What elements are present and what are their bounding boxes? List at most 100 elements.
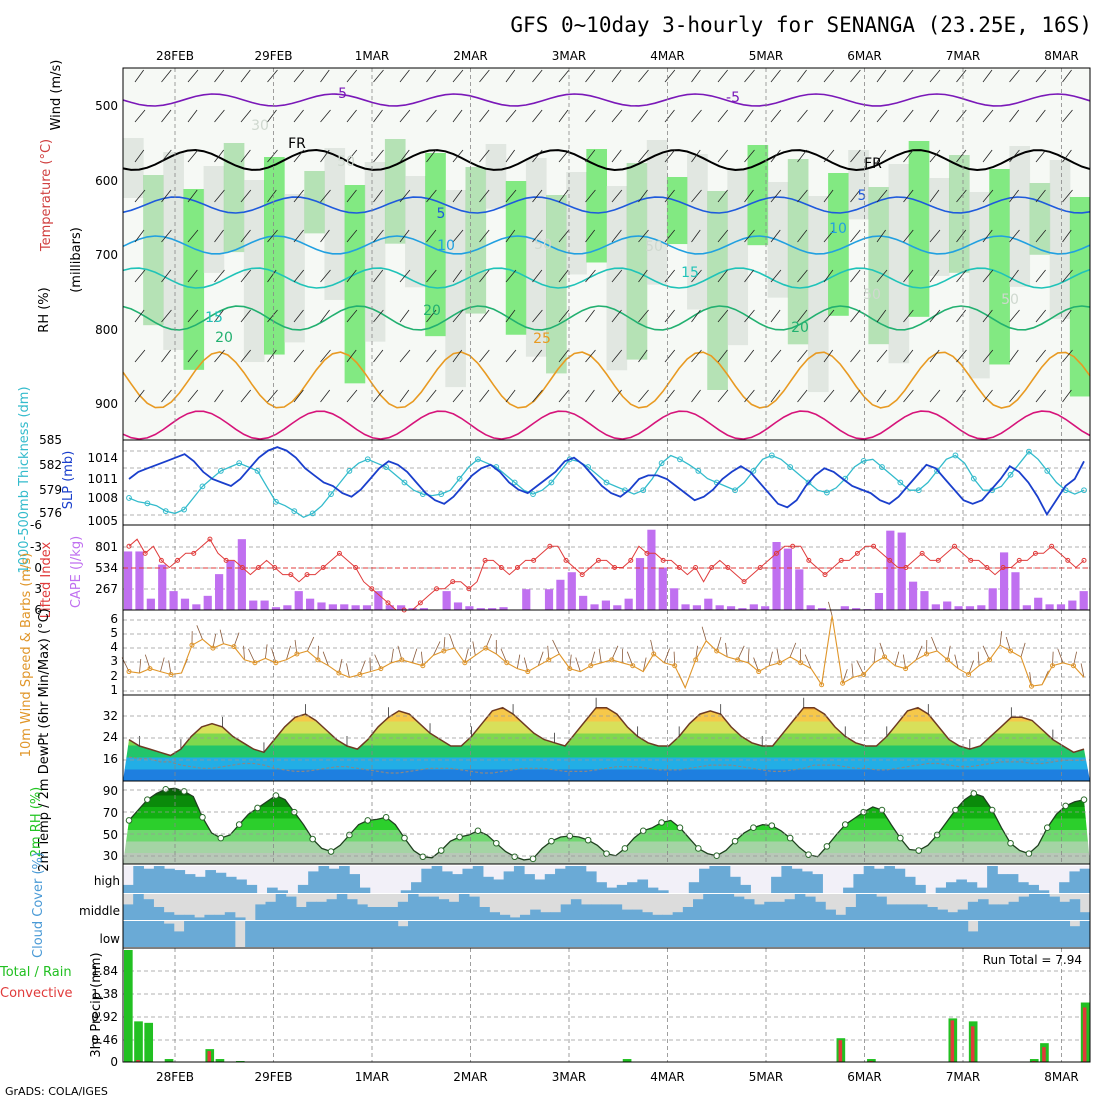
rh-point xyxy=(493,839,500,847)
rh-point xyxy=(511,853,518,861)
wind-barb xyxy=(267,269,277,283)
wind-barb xyxy=(770,229,781,243)
wind-speed-point xyxy=(735,657,741,663)
wind-barb xyxy=(1062,229,1072,243)
rh-point xyxy=(235,821,243,828)
wind-barb xyxy=(903,109,914,123)
cloud-high-cell xyxy=(719,866,731,893)
contour-label-FR: FR xyxy=(864,156,882,172)
lifted-index-point xyxy=(612,565,618,570)
wind-barb xyxy=(664,109,675,123)
cape-bar xyxy=(920,591,929,610)
wind-barb xyxy=(876,109,888,123)
wind-barb xyxy=(691,109,702,123)
wind-barb xyxy=(850,109,861,123)
isotherm-line xyxy=(122,267,1091,289)
wind-barb xyxy=(744,189,754,203)
lifted-index-point xyxy=(822,572,828,578)
rh-shading-cell xyxy=(948,155,970,273)
cloud-middle-cell xyxy=(316,901,327,920)
wind-barb xyxy=(293,69,305,83)
wind-speed-point xyxy=(210,645,216,651)
wind-barb xyxy=(982,149,993,163)
lifted-index-point xyxy=(903,565,909,570)
rh-point xyxy=(786,834,794,842)
wind-speed-point xyxy=(231,644,237,650)
surface-wind-barb xyxy=(856,660,864,675)
rh-shading-cell xyxy=(163,152,184,350)
wind-barb xyxy=(956,69,967,83)
cloud-high-cell xyxy=(853,874,865,893)
thickness-point xyxy=(677,456,683,463)
wind-barb xyxy=(638,389,649,403)
cape-bar xyxy=(635,558,645,610)
wind-speed-point xyxy=(462,660,468,666)
isotherm-line xyxy=(122,235,1091,255)
precip-total-bar xyxy=(622,1059,632,1062)
wind-barb xyxy=(267,189,277,203)
wind-barb xyxy=(1062,309,1072,323)
surface-wind-barb xyxy=(432,641,441,656)
rh-point xyxy=(805,851,812,858)
surface-wind-barb xyxy=(626,651,634,666)
wind-speed-point xyxy=(756,669,762,675)
wind-barb xyxy=(956,349,967,363)
cloud-middle-cell xyxy=(469,896,480,920)
cloud-low-cell xyxy=(682,921,694,947)
wind-barb xyxy=(691,349,702,363)
dewpoint-line xyxy=(128,756,1084,774)
cloud-middle-cell xyxy=(1059,901,1071,920)
cloud-low-cell xyxy=(560,921,572,947)
ylabel-slp: SLP (mb) xyxy=(61,451,76,510)
thickness-point xyxy=(860,457,867,464)
wind-barb xyxy=(346,349,357,363)
cloud-middle-cell xyxy=(876,896,887,920)
thickness-point xyxy=(603,479,610,486)
thickness-point xyxy=(640,487,647,494)
cloud-low-cell xyxy=(245,921,256,947)
precip-tick-0.46: 0.46 xyxy=(91,1033,118,1047)
wind-barb xyxy=(558,389,570,403)
rh-point xyxy=(254,804,261,812)
wind-barb xyxy=(956,229,967,243)
wind-speed-point xyxy=(777,660,783,666)
wind-tick-6: 6 xyxy=(110,612,118,626)
cloud-low-cell xyxy=(672,921,684,947)
contour-label-50: 50 xyxy=(534,237,552,253)
surface-wind-barb xyxy=(873,648,876,663)
cloud-middle-cell xyxy=(754,904,765,920)
rh-shading-cell xyxy=(546,195,567,374)
thickness-tick-576: 576 xyxy=(39,506,62,520)
rh-shading-cell xyxy=(747,145,769,246)
wind-barb xyxy=(956,109,967,123)
cloud-high-cell xyxy=(935,887,947,893)
cloud-low-cell xyxy=(296,921,307,947)
surface-wind-barb xyxy=(500,648,508,663)
wind-barb xyxy=(134,109,146,123)
rh-point xyxy=(988,806,996,814)
wind-barb xyxy=(1009,309,1020,323)
cloud-high-cell xyxy=(123,884,134,893)
cloud-middle-cell xyxy=(855,894,867,920)
cloud-low-cell xyxy=(804,921,816,947)
cloud-middle-cell xyxy=(906,904,918,920)
rh-point xyxy=(364,817,372,824)
wind-barb xyxy=(638,349,648,363)
chart-title: GFS 0~10day 3-hourly for SENANGA (23.25E… xyxy=(510,13,1092,37)
cloud-middle-cell xyxy=(397,901,409,920)
thickness-point xyxy=(162,508,169,514)
rh-shading-cell xyxy=(1049,160,1071,319)
temp-tick-24: 24 xyxy=(103,730,118,744)
cloud-high-cell xyxy=(781,866,793,893)
wind-barb xyxy=(558,229,570,243)
cape-bar xyxy=(476,608,485,610)
thickness-point xyxy=(328,491,334,497)
cloud-low-cell xyxy=(1059,921,1071,947)
cloud-middle-cell xyxy=(377,907,389,920)
wind-barb xyxy=(505,389,516,403)
cloud-high-cell xyxy=(709,866,721,893)
cloud-high-cell xyxy=(585,871,597,893)
wind-barb xyxy=(187,109,198,123)
cloud-low-cell xyxy=(519,921,531,947)
ylabel-rh: RH (%) xyxy=(37,287,52,332)
